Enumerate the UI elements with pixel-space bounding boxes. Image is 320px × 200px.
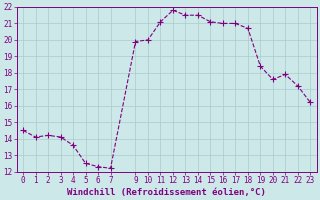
X-axis label: Windchill (Refroidissement éolien,°C): Windchill (Refroidissement éolien,°C) bbox=[67, 188, 266, 197]
